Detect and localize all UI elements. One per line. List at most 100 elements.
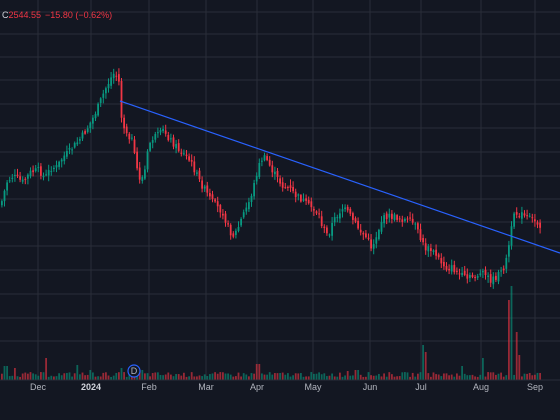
candle-body [258,162,261,177]
volume-bar [297,373,300,380]
volume-bar [268,372,271,380]
volume-bar [463,373,466,380]
volume-bar [99,376,102,380]
candle-body [352,213,354,220]
candle-body [388,213,391,218]
volume-bar [128,372,131,380]
candle-body [443,261,445,267]
volume-bar [1,373,3,380]
volume-bar [417,373,419,380]
candle-body [162,128,164,132]
volume-bar [21,373,24,380]
volume-bar [27,373,29,380]
volume-bar [24,372,27,380]
volume-bar [443,373,445,380]
volume-bar [489,372,492,380]
candle-body [125,126,128,134]
volume-bar [115,372,118,380]
volume-bar [357,370,359,380]
volume-bar [521,376,523,380]
volume-bar [365,376,367,380]
volume-bar [492,372,495,380]
candle-body [409,217,411,219]
candle-body [331,222,333,236]
candle-body [372,244,375,249]
volume-bar [515,332,518,380]
volume-bar [333,376,336,380]
volume-bar [362,376,365,380]
candle-body [222,213,224,216]
candle-body [261,160,263,162]
volume-bar [198,375,201,380]
volume-bar [406,372,409,380]
candle-body [146,151,149,170]
volume-bar [292,375,294,380]
x-tick-label: Jun [363,382,378,392]
volume-bar [409,376,411,380]
volume-bar [310,372,313,380]
volume-bar [505,375,508,380]
candle-body [40,166,42,176]
volume-bar [16,376,19,380]
volume-bar [445,373,448,380]
candle-body [385,213,388,220]
volume-bar [393,376,396,380]
candle-body [474,277,476,279]
candle-body [300,195,302,202]
candle-body [250,195,253,202]
volume-bar [193,376,196,380]
candle-body [110,77,112,86]
volume-bar [359,374,362,380]
volume-bar [55,376,58,380]
volume-bar [157,372,159,380]
candle-body [185,154,188,156]
volume-bar [6,366,8,380]
volume-bar [188,376,190,380]
volume-bar [206,375,209,380]
volume-bar [11,375,14,380]
candle-body [42,175,45,178]
volume-bar [281,372,284,380]
volume-bar [424,352,427,380]
candle-body [471,274,474,278]
volume-bar [190,372,193,380]
candle-body [164,130,167,134]
volume-bar [326,376,328,380]
volume-bar [185,376,188,380]
volume-bar [404,372,406,380]
candle-body [461,272,463,276]
candle-body [45,174,47,176]
candle-body [188,156,190,161]
volume-bar [354,370,357,380]
candle-body [380,222,383,232]
candle-body [68,147,71,150]
candle-body [24,178,27,180]
candle-body [437,254,440,258]
candle-body [313,208,315,211]
candle-body [497,271,500,282]
volume-bar [209,374,211,380]
volume-bar [79,374,81,380]
candle-body [292,186,294,192]
volume-bar [37,375,40,380]
candle-body [97,103,99,116]
candle-body [450,265,453,272]
volume-bar [125,376,128,380]
volume-bar [237,372,240,380]
candle-body [219,204,222,213]
candle-body [271,165,274,173]
volume-bar [372,375,375,380]
candle-body [521,212,523,219]
volume-bar [53,376,55,380]
candle-body [242,212,245,218]
ohlc-legend: C2544.55 −15.80 (−0.62%) [2,10,116,20]
candle-body [422,238,424,243]
volume-bar [531,375,534,380]
candle-body [339,213,341,219]
candle-body [118,74,120,82]
volume-bar [476,376,479,380]
volume-bar [398,376,401,380]
candle-body [6,182,8,191]
